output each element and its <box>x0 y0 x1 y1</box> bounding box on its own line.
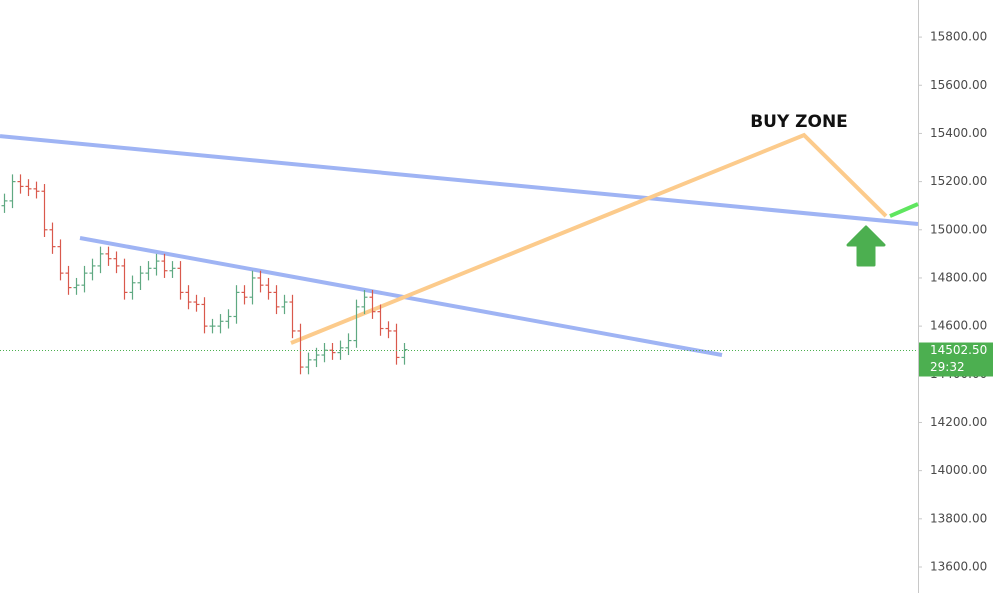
ohlc-bar <box>281 294 288 315</box>
ohlc-bar <box>297 323 304 375</box>
plot-area <box>0 132 919 375</box>
ohlc-bar <box>345 333 352 356</box>
ohlc-bar <box>121 258 128 300</box>
trend-line <box>290 132 888 345</box>
up-arrow-icon <box>846 225 886 267</box>
ohlc-bar <box>113 251 120 274</box>
ohlc-bar <box>169 261 176 278</box>
ohlc-bar <box>49 222 56 254</box>
ohlc-bar <box>201 297 208 334</box>
y-tick-label: 14600.00 <box>930 319 987 333</box>
y-tick-label: 14800.00 <box>930 270 987 284</box>
y-tick-label: 15000.00 <box>930 222 987 236</box>
ohlc-bar <box>369 289 376 319</box>
y-tick-label: 14200.00 <box>930 415 987 429</box>
ohlc-bar <box>321 342 328 363</box>
ohlc-bar <box>153 253 160 276</box>
ohlc-bar <box>17 174 24 194</box>
ohlc-bar <box>353 299 360 348</box>
ohlc-bar <box>225 309 232 329</box>
y-tick-label: 15600.00 <box>930 78 987 92</box>
ohlc-bar <box>57 239 64 281</box>
ohlc-bar <box>377 304 384 336</box>
ohlc-bar <box>41 184 48 238</box>
annotation: BUY ZONE <box>750 112 848 132</box>
ohlc-bar <box>257 270 264 293</box>
last-price-label: 14502.50 <box>930 343 987 357</box>
trend-line <box>0 134 919 226</box>
ohlc-bar <box>9 174 16 209</box>
y-tick-label: 15400.00 <box>930 126 987 140</box>
ohlc-bar <box>185 285 192 310</box>
ohlc-bar <box>393 323 400 365</box>
ohlc-bar <box>33 181 40 199</box>
ohlc-bar <box>105 246 112 266</box>
ohlc-bar <box>329 342 336 360</box>
ohlc-bar <box>73 277 80 295</box>
ohlc-bar <box>289 294 296 339</box>
ohlc-bar <box>313 347 320 368</box>
y-tick-label: 13600.00 <box>930 559 987 573</box>
ohlc-bar <box>305 352 312 375</box>
ohlc-bar <box>193 294 200 312</box>
ohlc-bar <box>145 261 152 281</box>
ohlc-bar <box>265 277 272 300</box>
ohlc-bar <box>361 289 368 315</box>
ohlc-bar <box>89 258 96 281</box>
y-tick-label: 15800.00 <box>930 30 987 44</box>
ohlc-bar <box>25 179 32 197</box>
ohlc-bar <box>81 265 88 293</box>
last-price-box <box>919 342 993 377</box>
ohlc-bar <box>401 342 408 365</box>
ohlc-bar <box>385 321 392 339</box>
ohlc-bar <box>273 285 280 315</box>
ohlc-bar <box>137 265 144 290</box>
y-tick-label: 13800.00 <box>930 511 987 525</box>
ohlc-bar <box>161 253 168 278</box>
ohlc-bar <box>337 340 344 360</box>
countdown-label: 29:32 <box>930 360 965 374</box>
y-tick-label: 14000.00 <box>930 463 987 477</box>
ohlc-bar <box>1 193 8 213</box>
ohlc-bar <box>209 318 216 334</box>
ohlc-bar <box>177 261 184 300</box>
ohlc-bar <box>233 285 240 324</box>
ohlc-bar <box>129 275 136 300</box>
y-tick-label: 15200.00 <box>930 174 987 188</box>
ohlc-bar <box>241 285 248 305</box>
ohlc-bar <box>249 270 256 305</box>
trend-line <box>889 202 919 218</box>
ohlc-bar <box>217 314 224 334</box>
ohlc-bar <box>65 265 72 295</box>
ohlc-bar <box>97 246 104 274</box>
